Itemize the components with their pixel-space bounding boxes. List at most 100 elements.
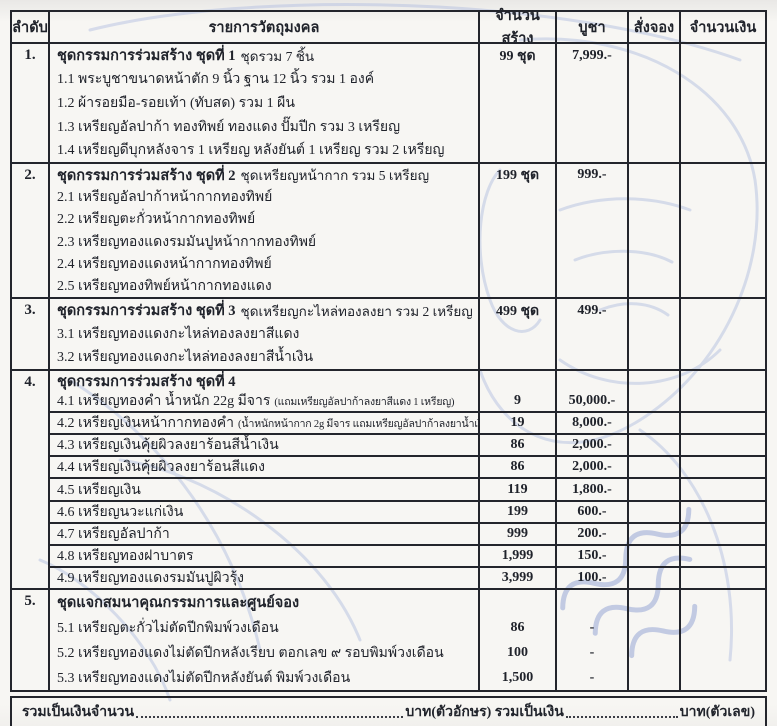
item-line: 4.8 เหรียญทองฝาบาตร 1,999 150.- — [50, 545, 765, 568]
price-cell — [557, 371, 629, 392]
section-title-line: ชุดกรรมการร่วมสร้าง ชุดที่ 1 ชุดรวม 7 ชิ… — [50, 44, 765, 68]
amount-cell — [681, 164, 765, 186]
item-line: 2.2 เหรียญตะกั่วหน้ากากทองทิพย์ — [50, 208, 765, 231]
order-cell — [629, 413, 681, 434]
price-cell — [557, 67, 629, 92]
section-title-line: ชุดกรรมการร่วมสร้าง ชุดที่ 2 ชุดเหรียญหน… — [50, 164, 765, 187]
order-cell — [629, 479, 681, 500]
item-line: 2.5 เหรียญทองทิพย์หน้ากากทองแดง — [50, 274, 765, 298]
amount-cell — [681, 138, 765, 162]
header-item: รายการวัตถุมงคล — [50, 12, 480, 42]
price-cell — [557, 91, 629, 115]
qty-cell — [480, 371, 557, 392]
price-cell: 7,999.- — [557, 44, 629, 68]
amount-cell — [681, 115, 765, 139]
section-number: 1. — [12, 44, 50, 162]
price-cell: 499.- — [557, 299, 629, 323]
amount-cell — [681, 615, 765, 640]
amount-cell — [681, 502, 765, 522]
qty-cell: 3,999 — [480, 567, 557, 588]
item-line: 1.3 เหรียญอัลปาก้า ทองทิพย์ ทองแดง ปั๊มป… — [50, 114, 765, 139]
qty-cell: 1,500 — [480, 665, 557, 690]
section-title-bold: ชุดกรรมการร่วมสร้าง ชุดที่ 3 — [57, 303, 236, 320]
amount-cell — [681, 346, 765, 369]
order-cell — [629, 230, 681, 253]
order-cell — [629, 299, 681, 323]
item-text: 4.3 เหรียญเงินคุ้ยผิวลงยาร้อนสีน้ำเงิน — [50, 435, 480, 456]
order-cell — [629, 114, 681, 139]
qty-cell — [480, 230, 557, 253]
price-cell: - — [557, 615, 629, 640]
item-line: 4.4 เหรียญเงินคุ้ยผิวลงยาร้อนสีแดง 86 2,… — [50, 457, 765, 480]
qty-cell — [480, 345, 557, 369]
section-number: 5. — [12, 590, 50, 690]
qty-cell: 119 — [480, 479, 557, 500]
amount-cell — [681, 665, 765, 690]
amount-cell — [681, 568, 765, 588]
item-note: (น้ำหนักหน้ากาก 2g มีจาร แถมเหรียญอัลปาก… — [238, 418, 480, 430]
order-cell — [629, 164, 681, 187]
section-title: ชุดกรรมการร่วมสร้าง ชุดที่ 3 ชุดเหรียญกะ… — [50, 299, 480, 323]
price-cell: 8,000.- — [557, 413, 629, 434]
item-line: 3.1 เหรียญทองแดงกะไหล่ทองลงยาสีแดง — [50, 322, 765, 346]
item-line: 5.2 เหรียญทองแดงไม่ตัดปีกหลังเรียบ ตอกเล… — [50, 640, 765, 665]
section-title: ชุดแจกสมนาคุณกรรมการและศูนย์จอง — [50, 590, 480, 615]
item-label: 4.2 เหรียญเงินหน้ากากทองคำ — [57, 416, 235, 432]
item-text: 2.3 เหรียญทองแดงรมมันปูหน้ากากทองทิพย์ — [50, 230, 480, 253]
price-cell — [557, 322, 629, 346]
section-1: 1. ชุดกรรมการร่วมสร้าง ชุดที่ 1 ชุดรวม 7… — [12, 42, 765, 162]
qty-cell — [480, 208, 557, 231]
price-cell: 600.- — [557, 501, 629, 522]
qty-cell: 999 — [480, 523, 557, 544]
item-line: 5.1 เหรียญตะกั่วไม่ตัดปีกพิมพ์วงเดือน 86… — [50, 615, 765, 640]
header-no: ลำดับ — [12, 12, 50, 42]
section-title-bold: ชุดกรรมการร่วมสร้าง ชุดที่ 1 — [57, 48, 236, 65]
item-line: 4.2 เหรียญเงินหน้ากากทองคำ (น้ำหนักหน้ากา… — [50, 413, 765, 436]
item-label: 4.1 เหรียญทองคำ น้ำหนัก 22g มีจาร — [57, 394, 271, 410]
item-text: 4.9 เหรียญทองแดงรมมันปูผิวรุ้ง — [50, 567, 480, 588]
order-cell — [629, 545, 681, 566]
baht-text-label: บาท(ตัวอักษร) รวมเป็นเงิน — [405, 705, 564, 720]
section-4: 4. ชุดกรรมการร่วมสร้าง ชุดที่ 4 4.1 เหรี… — [12, 369, 765, 588]
qty-cell: 1,999 — [480, 545, 557, 566]
section-3: 3. ชุดกรรมการร่วมสร้าง ชุดที่ 3 ชุดเหรีย… — [12, 297, 765, 369]
price-cell: 100.- — [557, 567, 629, 588]
amount-cell — [681, 413, 765, 433]
section-title-bold: ชุดแจกสมนาคุณกรรมการและศูนย์จอง — [57, 595, 300, 611]
order-cell — [629, 567, 681, 588]
order-cell — [629, 371, 681, 392]
order-cell — [629, 322, 681, 346]
header-qty: จำนวนสร้าง — [480, 8, 557, 47]
amount-cell — [681, 590, 765, 615]
amount-cell — [681, 479, 765, 499]
section-title-line: ชุดแจกสมนาคุณกรรมการและศูนย์จอง — [50, 590, 765, 615]
section-title: ชุดกรรมการร่วมสร้าง ชุดที่ 4 — [50, 371, 480, 392]
qty-cell: 19 — [480, 413, 557, 434]
price-cell — [557, 186, 629, 209]
order-cell — [629, 91, 681, 115]
item-text: 2.1 เหรียญอัลปาก้าหน้ากากทองทิพย์ — [50, 186, 480, 209]
total-label: รวมเป็นเงินจำนวน — [22, 705, 135, 720]
section-title-bold: ชุดกรรมการร่วมสร้าง ชุดที่ 4 — [57, 373, 236, 390]
price-cell — [557, 274, 629, 298]
price-cell — [557, 345, 629, 369]
qty-cell — [480, 91, 557, 115]
amount-cell — [681, 524, 765, 544]
section-number: 2. — [12, 164, 50, 297]
item-line: 5.3 เหรียญทองแดงไม่ตัดปีกหลังยันต์ พิมพ์… — [50, 665, 765, 690]
amount-cell — [681, 640, 765, 665]
price-cell: 2,000.- — [557, 435, 629, 456]
item-line: 1.1 พระบูชาขนาดหน้าตัก 9 นิ้ว ฐาน 12 นิ้… — [50, 67, 765, 92]
amount-cell — [681, 322, 765, 345]
section-title: ชุดกรรมการร่วมสร้าง ชุดที่ 2 ชุดเหรียญหน… — [50, 164, 480, 187]
amount-cell — [681, 44, 765, 68]
section-title-line: ชุดกรรมการร่วมสร้าง ชุดที่ 3 ชุดเหรียญกะ… — [50, 299, 765, 323]
item-line: 4.9 เหรียญทองแดงรมมันปูผิวรุ้ง 3,999 100… — [50, 567, 765, 588]
order-cell — [629, 501, 681, 522]
item-line: 3.2 เหรียญทองแดงกะไหล่ทองลงยาสีน้ำเงิน — [50, 345, 765, 369]
amount-cell — [681, 186, 765, 208]
qty-cell: 199 — [480, 501, 557, 522]
section-title-rest: ชุดเหรียญกะไหล่ทองลงยา รวม 2 เหรียญ — [240, 303, 473, 319]
section-title-rest: ชุดรวม 7 ชิ้น — [240, 48, 315, 64]
